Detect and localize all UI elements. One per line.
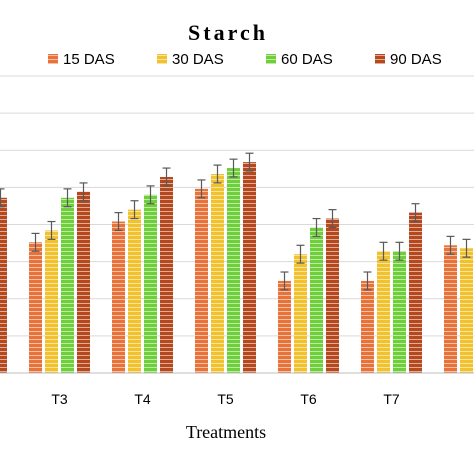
bars [0,152,473,373]
x-tick-label: T7 [383,391,400,407]
legend-item: 60 DAS [266,51,333,68]
legend-label: 15 DAS [63,51,115,68]
x-axis-label: Treatments [186,422,266,442]
legend-label: 90 DAS [390,51,442,68]
bar-stripe [45,230,58,373]
legend-swatch-stripe [375,54,385,64]
bar-stripe [29,242,42,373]
bar-stripe [0,197,7,373]
bar-stripe [128,209,141,373]
bar-stripe [227,168,240,373]
bar-stripe [294,254,307,373]
bar-stripe [326,218,339,373]
bar-stripe [195,188,208,373]
bar-stripe [211,174,224,373]
chart-title: Starch [188,20,268,45]
legend-swatch-stripe [157,54,167,64]
legend-item: 30 DAS [157,51,224,68]
legend-item: 15 DAS [48,51,115,68]
bar-stripe [393,251,406,373]
bar-stripe [160,176,173,373]
legend-label: 30 DAS [172,51,224,68]
bar-stripe [61,197,74,373]
bar-stripe [409,212,422,373]
bar-stripe [444,245,457,373]
bar-stripe [243,162,256,373]
bar-stripe [377,251,390,373]
bar-stripe [112,221,125,373]
legend-swatch-stripe [266,54,276,64]
legend-swatch-stripe [48,54,58,64]
x-tick-label: T3 [51,391,68,407]
x-tick-label: T5 [217,391,234,407]
legend: 15 DAS 30 DAS 60 DAS 90 DAS [48,51,442,68]
bar-stripe [361,280,374,373]
legend-item: 90 DAS [375,51,442,68]
bar-stripe [77,191,90,373]
bar-stripe [144,194,157,373]
bar-stripe [310,227,323,373]
legend-label: 60 DAS [281,51,333,68]
x-tick-label: T4 [134,391,151,407]
bar-stripe [460,248,473,373]
x-tick-labels: T3 T4 T5 T6 T7 [51,391,400,407]
x-tick-label: T6 [300,391,317,407]
bar-stripe [278,280,291,373]
